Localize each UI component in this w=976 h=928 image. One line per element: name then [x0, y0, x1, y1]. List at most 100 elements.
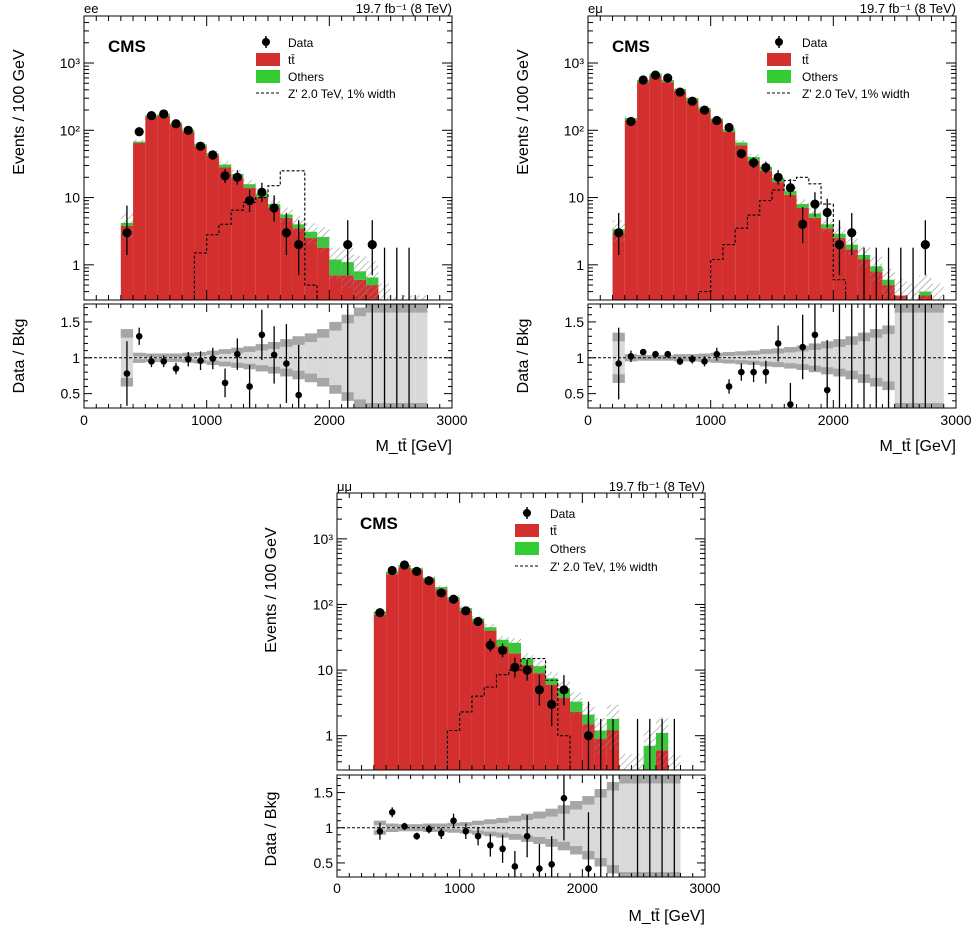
ratio-band-edge — [410, 824, 423, 828]
ratio-band-edge — [447, 829, 460, 833]
syst-hatch — [747, 154, 760, 161]
data-point — [232, 172, 242, 182]
legend-ttbar-label: tt̄ — [550, 524, 557, 538]
y-tick-label: 1 — [72, 257, 80, 273]
ttbar-bar — [686, 100, 699, 300]
syst-hatch — [484, 623, 497, 631]
ratio-band-edge — [710, 359, 723, 363]
ratio-band-edge — [471, 820, 485, 825]
ttbar-bar — [398, 567, 411, 770]
x-tick-label: 3000 — [940, 412, 971, 428]
data-point — [269, 203, 279, 213]
y-tick-label: 10 — [64, 190, 80, 206]
data-point — [614, 228, 624, 238]
ttbar-bar — [759, 170, 772, 300]
ratio-point — [560, 794, 568, 802]
ratio-tick-label: 1.5 — [61, 314, 81, 330]
syst-hatch — [919, 275, 932, 300]
ttbar-bar — [471, 621, 485, 770]
ratio-band-edge — [120, 329, 134, 338]
ratio-band-edge — [317, 329, 330, 338]
data-point — [834, 239, 845, 250]
data-point — [412, 566, 422, 576]
data-point — [387, 565, 397, 576]
ratio-band-edge — [637, 357, 650, 361]
ratio-band-edge — [619, 872, 632, 877]
ttbar-bar — [133, 142, 146, 300]
ttbar-bar — [821, 228, 834, 300]
legend: Data tt̄ Others Z' 2.0 TeV, 1% width — [515, 507, 658, 574]
ratio-plot: 0 1000 2000 3000 0.5 1 1.5 — [61, 303, 468, 428]
syst-hatch — [796, 199, 809, 210]
ttbar-bar — [772, 182, 785, 300]
ratio-tick-label: 0.5 — [565, 386, 585, 402]
ttbar-bar — [845, 249, 858, 300]
ttbar-bar — [496, 646, 509, 770]
ratio-band-edge — [582, 796, 595, 805]
ratio-point — [221, 379, 229, 387]
ratio-tick-label: 0.5 — [61, 386, 81, 402]
legend-zprime-label: Z' 2.0 TeV, 1% width — [802, 87, 910, 101]
syst-hatch — [366, 261, 379, 300]
ratio-point — [487, 842, 494, 849]
data-point — [375, 608, 385, 618]
data-point — [448, 594, 459, 604]
data-point — [424, 576, 434, 586]
legend-zprime-label: Z' 2.0 TeV, 1% width — [288, 87, 396, 101]
ratio-band-edge — [533, 811, 546, 819]
data-point — [522, 665, 532, 675]
main-plot: 1 10 10² 10³ — [564, 15, 957, 301]
x-tick-label: 0 — [584, 412, 592, 428]
x-tick-label: 3000 — [689, 880, 720, 896]
ratio-band-edge — [292, 336, 305, 345]
ttbar-bar — [169, 124, 183, 300]
ratio-band-edge — [735, 351, 748, 356]
ttbar-bar — [373, 614, 387, 770]
cms-label: CMS — [108, 37, 146, 56]
ttbar-bar — [624, 120, 638, 300]
data-point — [208, 150, 218, 160]
data-point — [399, 560, 410, 570]
data-point — [134, 127, 144, 137]
data-point — [822, 207, 832, 218]
ttbar-bar — [612, 232, 625, 300]
ratio-tick-label: 1 — [576, 350, 584, 366]
data-point — [749, 158, 759, 168]
data-point — [847, 228, 857, 238]
ratio-band-edge — [410, 828, 423, 832]
data-point — [498, 645, 508, 655]
ratio-point — [184, 355, 192, 363]
ratio-point — [270, 351, 278, 359]
ttbar-bar — [557, 697, 571, 770]
ratio-point — [750, 368, 757, 376]
ratio-point — [585, 865, 592, 872]
ratio-point — [425, 825, 433, 833]
y-tick-label: 10³ — [60, 55, 81, 71]
x-tick-label: 1000 — [444, 880, 475, 896]
y-tick-label: 10 — [317, 662, 333, 678]
ttbar-bar — [157, 115, 170, 300]
legend-others-label: Others — [802, 70, 838, 84]
ratio-band-edge — [570, 846, 583, 855]
ttbar-bar — [722, 131, 736, 300]
legend-zprime-label: Z' 2.0 TeV, 1% width — [550, 560, 658, 574]
ratio-band-edge — [931, 402, 944, 408]
data-point — [245, 196, 255, 206]
ttbar-bar — [698, 110, 711, 300]
ttbar-bar — [784, 194, 797, 300]
ratio-band — [931, 304, 944, 408]
data-point — [343, 239, 353, 250]
syst-hatch — [329, 247, 342, 280]
syst-hatch — [508, 638, 521, 649]
legend-data-marker — [775, 38, 783, 46]
main-plot: 1 10 10² 10³ — [60, 15, 453, 301]
data-point — [159, 109, 169, 119]
ratio-point — [701, 358, 708, 365]
ratio-y-axis-label: Data / Bkg — [11, 319, 28, 394]
y-axis-label: Events / 100 GeV — [11, 49, 28, 175]
ratio-point — [615, 360, 622, 367]
ratio-band-edge — [931, 304, 944, 313]
